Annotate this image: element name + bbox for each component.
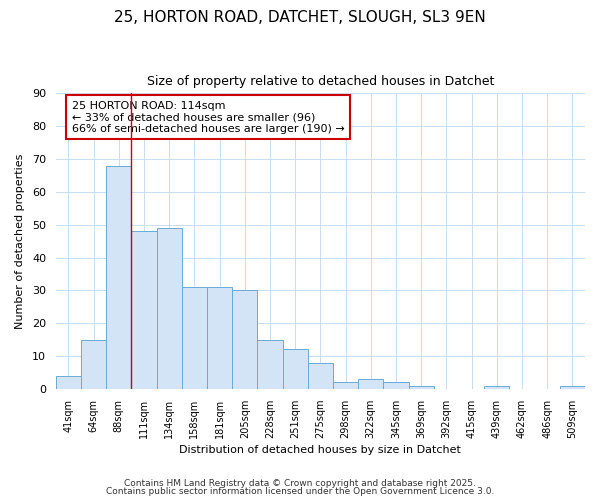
Y-axis label: Number of detached properties: Number of detached properties (15, 154, 25, 329)
Bar (81, 340, 106, 389)
Text: 25 HORTON ROAD: 114sqm
← 33% of detached houses are smaller (96)
66% of semi-det: 25 HORTON ROAD: 114sqm ← 33% of detached… (71, 100, 344, 134)
Bar (409, 386, 434, 389)
Bar (257, 340, 283, 389)
Bar (358, 379, 383, 389)
Bar (308, 362, 333, 389)
Bar (383, 382, 409, 389)
Text: 25, HORTON ROAD, DATCHET, SLOUGH, SL3 9EN: 25, HORTON ROAD, DATCHET, SLOUGH, SL3 9E… (114, 10, 486, 25)
Bar (283, 350, 308, 389)
Bar (333, 382, 358, 389)
Bar (484, 386, 509, 389)
Title: Size of property relative to detached houses in Datchet: Size of property relative to detached ho… (147, 75, 494, 88)
Bar (182, 287, 207, 389)
Bar (232, 290, 257, 389)
Text: Contains public sector information licensed under the Open Government Licence 3.: Contains public sector information licen… (106, 487, 494, 496)
X-axis label: Distribution of detached houses by size in Datchet: Distribution of detached houses by size … (179, 445, 461, 455)
Bar (560, 386, 585, 389)
Text: Contains HM Land Registry data © Crown copyright and database right 2025.: Contains HM Land Registry data © Crown c… (124, 478, 476, 488)
Bar (56, 376, 81, 389)
Bar (131, 231, 157, 389)
Bar (106, 166, 131, 389)
Bar (207, 287, 232, 389)
Bar (157, 228, 182, 389)
